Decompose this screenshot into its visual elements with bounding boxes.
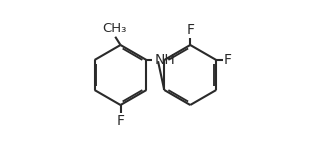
Text: F: F: [224, 53, 232, 67]
Text: F: F: [186, 23, 194, 37]
Text: NH: NH: [155, 53, 176, 67]
Text: CH₃: CH₃: [102, 22, 127, 35]
Text: F: F: [117, 114, 125, 128]
